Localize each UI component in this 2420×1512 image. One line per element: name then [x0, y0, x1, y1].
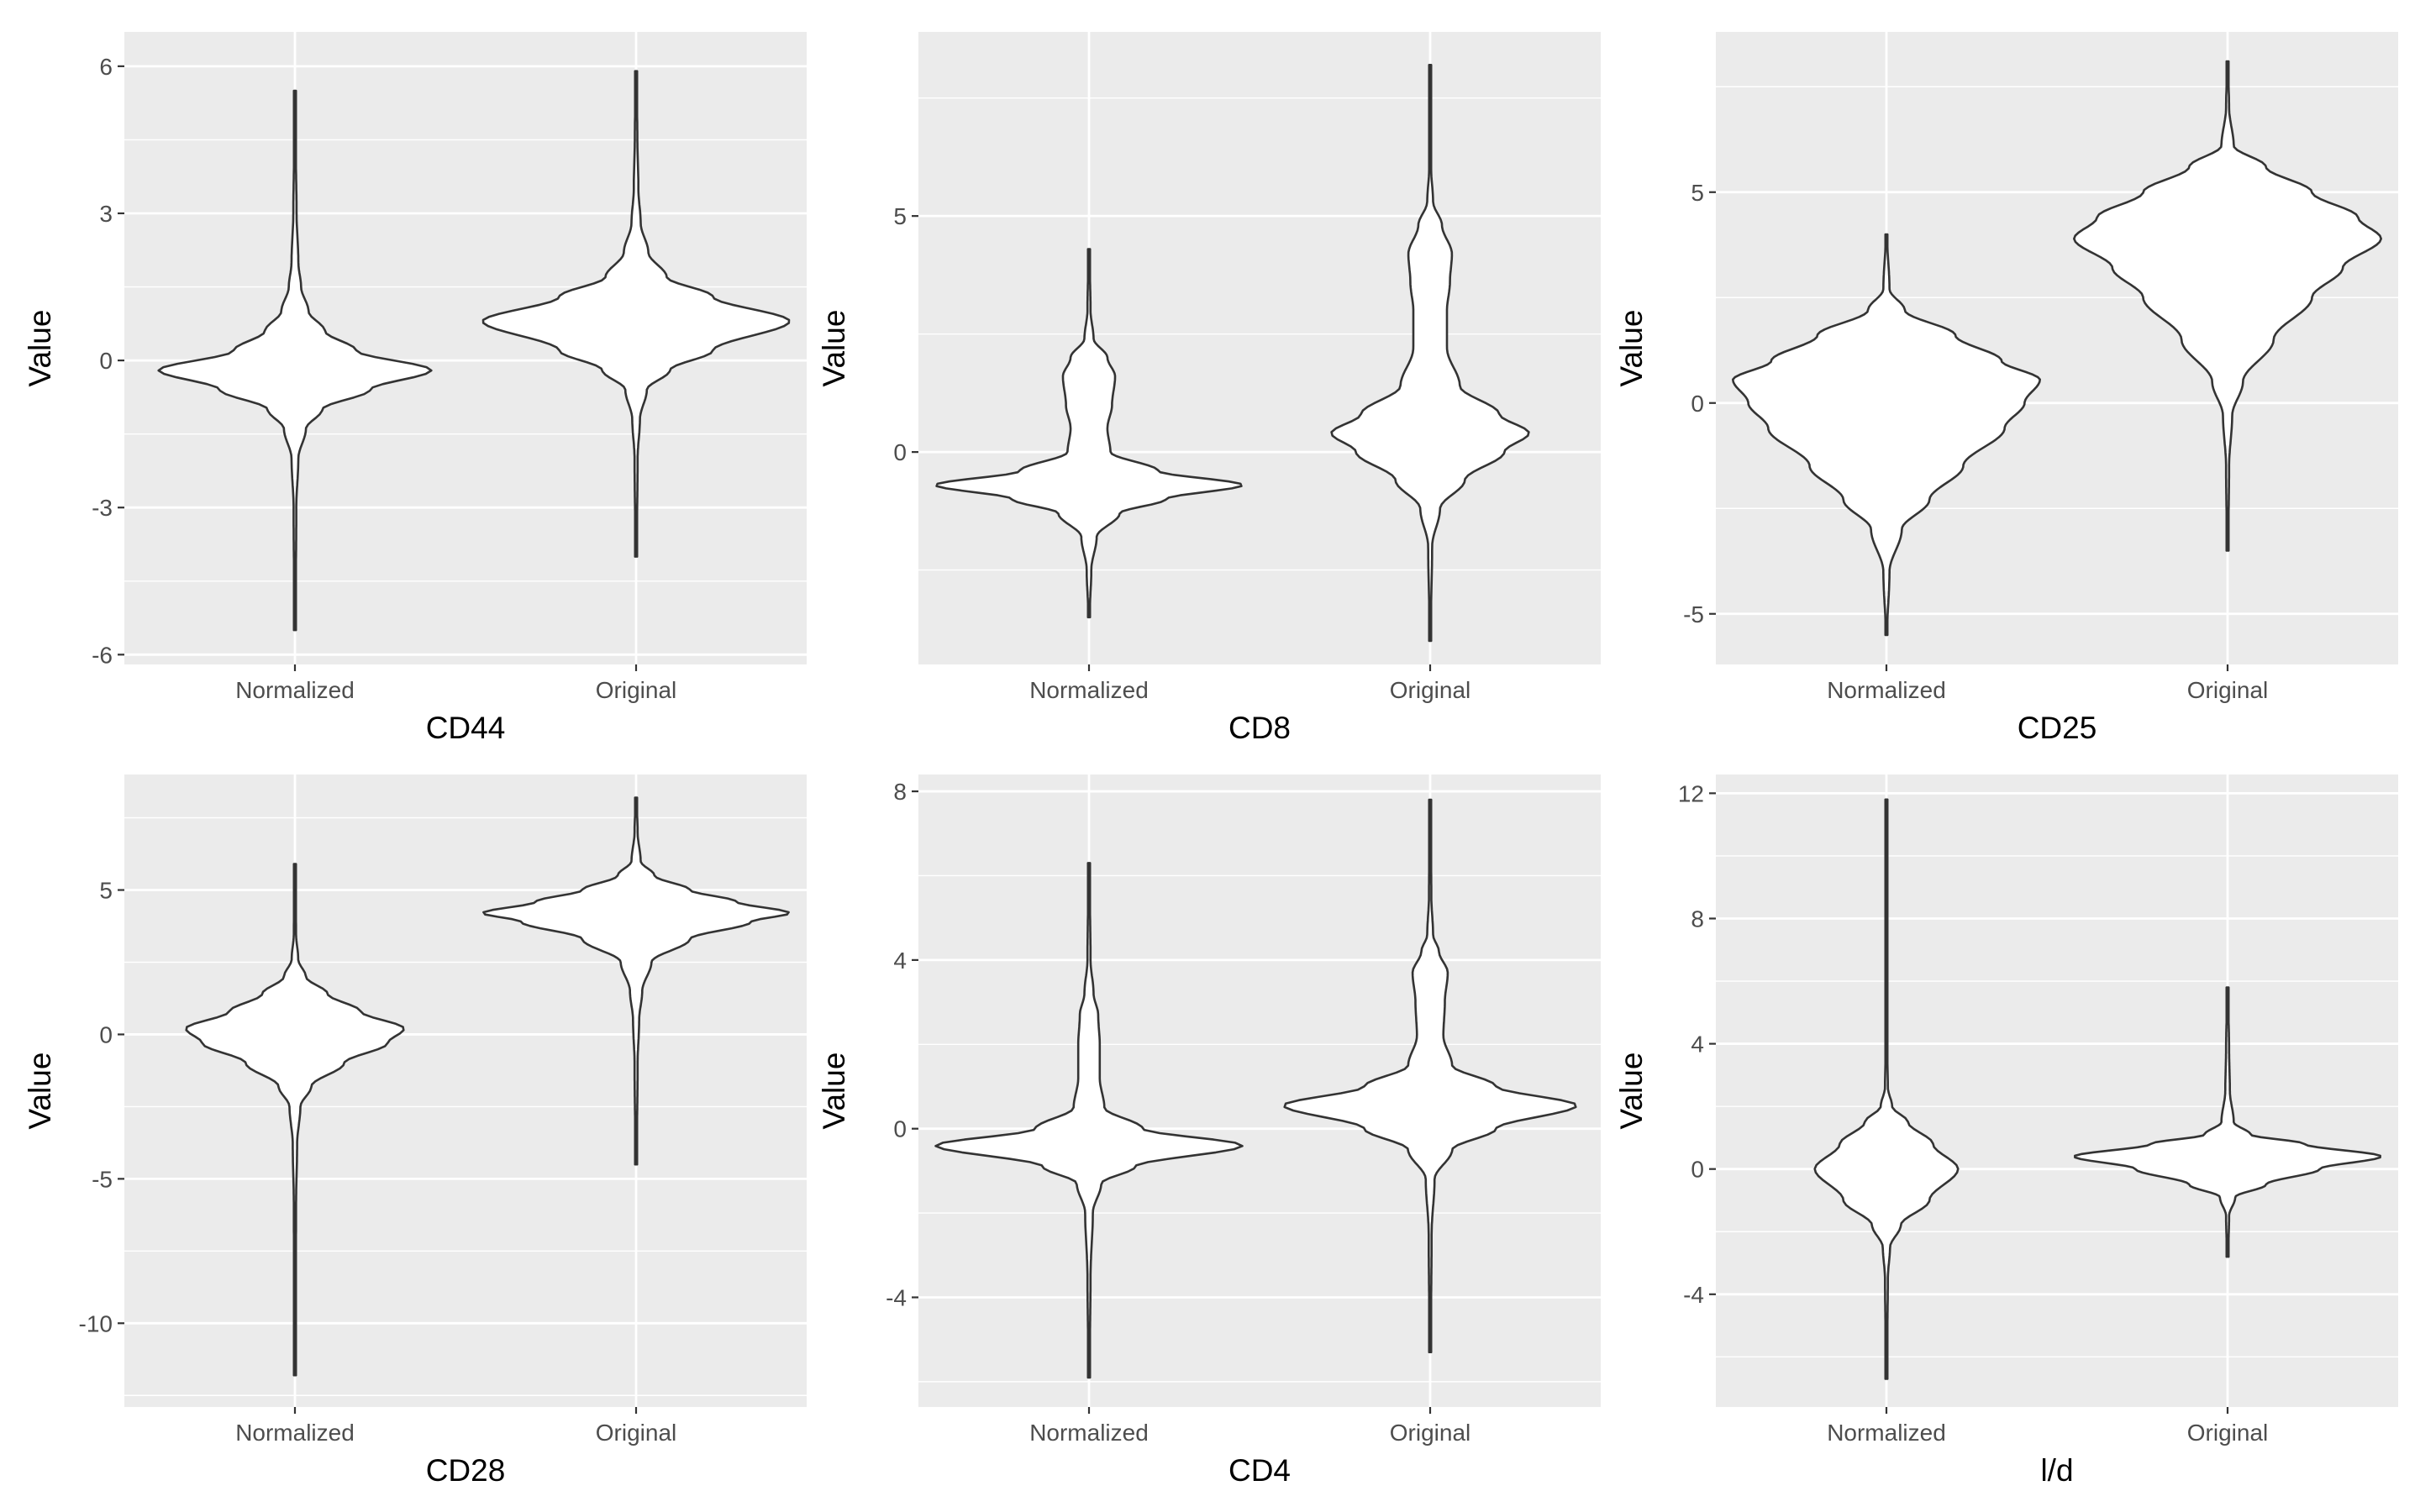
y-tick-label: -4 — [1683, 1282, 1704, 1308]
y-tick-label: 0 — [893, 1116, 907, 1142]
y-tick-label: 5 — [99, 878, 113, 904]
x-tick-label: Original — [596, 1420, 676, 1446]
violin-original — [2074, 986, 2381, 1258]
violin-normalized — [1813, 798, 1960, 1380]
x-tick-label: Normalized — [235, 677, 355, 703]
x-axis-title: CD28 — [426, 1453, 506, 1488]
violin-original — [1330, 64, 1530, 643]
y-tick-label: 5 — [893, 203, 907, 229]
y-axis-title: Value — [23, 310, 57, 387]
y-tick-label: 4 — [1691, 1032, 1704, 1058]
y-tick-label: -6 — [92, 642, 113, 668]
panel-3: -5 0 5 Normalized Original CD25 Value — [1614, 32, 2398, 745]
violin-normalized — [157, 89, 433, 632]
y-tick-label: 0 — [1691, 391, 1704, 417]
violin-original — [1283, 798, 1577, 1353]
y-axis-title: Value — [1614, 310, 1649, 387]
x-tick-label: Original — [2187, 677, 2268, 703]
y-axis-title: Value — [817, 1053, 851, 1130]
x-axis-title: CD44 — [426, 711, 506, 745]
panel-background — [1716, 774, 2398, 1407]
violin-normalized — [935, 248, 1243, 619]
x-tick-label: Original — [596, 677, 676, 703]
y-tick-label: -5 — [92, 1166, 113, 1192]
y-tick-label: 4 — [893, 948, 907, 974]
violin-original — [482, 796, 790, 1166]
panel-1: -6 -3 0 3 6 Normalized Original CD44 Value — [23, 32, 807, 745]
x-tick-label: Normalized — [1029, 1420, 1149, 1446]
y-tick-label: 5 — [1691, 180, 1704, 206]
panel-2: 0 5 Normalized Original CD8 Value — [817, 32, 1601, 745]
y-tick-label: 3 — [99, 201, 113, 227]
panel-background — [124, 774, 807, 1407]
violin-original — [481, 70, 791, 558]
x-tick-label: Normalized — [1827, 677, 1946, 703]
y-tick-label: 12 — [1678, 780, 1704, 806]
y-tick-label: -4 — [886, 1284, 907, 1310]
violin-normalized — [185, 863, 405, 1377]
x-axis-title: CD25 — [2018, 711, 2097, 745]
y-axis-title: Value — [23, 1053, 57, 1130]
violin-normalized — [1732, 233, 2041, 637]
y-tick-label: 8 — [1691, 906, 1704, 932]
x-tick-label: Normalized — [1029, 677, 1149, 703]
y-tick-label: -5 — [1683, 601, 1704, 627]
y-axis-title: Value — [1614, 1053, 1649, 1130]
x-axis-title: l/d — [2040, 1453, 2073, 1488]
violin-original — [2073, 60, 2382, 552]
x-tick-label: Normalized — [235, 1420, 355, 1446]
x-tick-label: Normalized — [1827, 1420, 1946, 1446]
x-tick-label: Original — [2187, 1420, 2268, 1446]
x-tick-label: Original — [1390, 1420, 1470, 1446]
panel-5: -4 0 4 8 Normalized Original CD4 Value — [817, 774, 1601, 1488]
y-tick-label: -3 — [92, 495, 113, 521]
y-tick-label: 0 — [99, 348, 113, 374]
x-axis-title: CD4 — [1228, 1453, 1291, 1488]
panel-6: -4 0 4 8 12 Normalized Original l/d Value — [1614, 774, 2398, 1488]
panel-background — [918, 32, 1601, 664]
y-tick-label: 8 — [893, 779, 907, 805]
violin-normalized — [934, 862, 1244, 1379]
y-tick-label: 0 — [1691, 1157, 1704, 1183]
y-axis-title: Value — [817, 310, 851, 387]
y-tick-label: -10 — [79, 1310, 113, 1336]
x-axis-title: CD8 — [1228, 711, 1291, 745]
y-tick-label: 6 — [99, 54, 113, 80]
x-tick-label: Original — [1390, 677, 1470, 703]
panel-4: -10 -5 0 5 Normalized Original CD28 Value — [23, 774, 807, 1488]
y-tick-label: 0 — [99, 1021, 113, 1047]
y-tick-label: 0 — [893, 439, 907, 465]
